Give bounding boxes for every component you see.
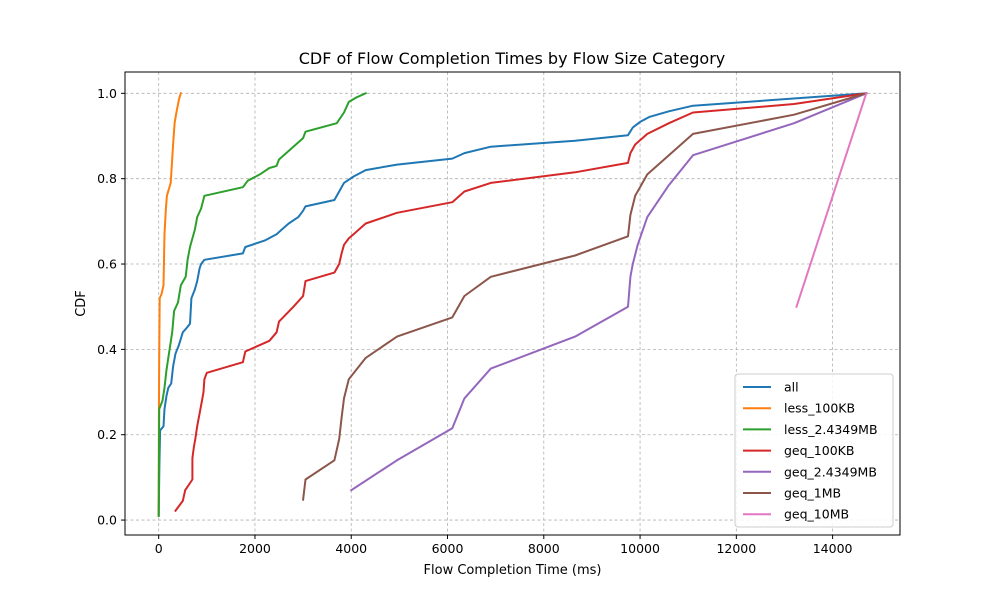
legend-label-all: all (784, 380, 799, 395)
y-axis-label: CDF (74, 290, 89, 317)
y-tick-label: 0.4 (97, 342, 117, 357)
x-tick-label: 0 (155, 541, 163, 556)
x-axis-label: Flow Completion Time (ms) (424, 563, 602, 578)
series-line-geq_1MB (301, 92, 868, 501)
y-tick-label: 1.0 (97, 86, 117, 101)
x-tick-label: 12000 (716, 541, 756, 556)
legend-label-geq_10MB: geq_10MB (784, 507, 849, 522)
legend: all less_100KB less_2.4349MB geq_100KB geq_2… (734, 373, 894, 528)
x-tick-label: 14000 (813, 541, 853, 556)
series-line-geq_10MB (795, 92, 868, 308)
legend-label-geq_100KB: geq_100KB (784, 443, 854, 458)
series-line-less_100KB (157, 92, 183, 517)
axis-ticks: 0 2000 4000 6000 8000 10000 12000 14000 0.0 0.2 0.… (97, 86, 852, 556)
series-line-geq_100KB (174, 92, 868, 513)
plot-frame (124, 71, 901, 536)
legend-label-geq_1MB: geq_1MB (784, 486, 841, 501)
x-tick-label: 4000 (335, 541, 367, 556)
x-tick-label: 10000 (620, 541, 660, 556)
y-tick-label: 0.8 (97, 171, 117, 186)
chart-title: CDF of Flow Completion Times by Flow Siz… (299, 49, 726, 68)
x-tick-label: 2000 (239, 541, 271, 556)
legend-label-geq_2.4349MB: geq_2.4349MB (784, 464, 877, 479)
y-tick-label: 0.6 (97, 257, 117, 272)
y-tick-label: 0.2 (97, 427, 117, 442)
series-line-geq_2.4349MB (349, 91, 868, 492)
y-tick-label: 0.0 (97, 513, 117, 528)
x-tick-label: 8000 (528, 541, 560, 556)
legend-label-less_2.4349MB: less_2.4349MB (784, 422, 878, 437)
legend-label-less_100KB: less_100KB (784, 401, 855, 416)
x-tick-label: 6000 (432, 541, 464, 556)
series-line-less_2.4349MB (157, 91, 368, 517)
plot-series (157, 91, 868, 517)
series-line-all (157, 92, 868, 517)
legend-box (734, 373, 894, 528)
